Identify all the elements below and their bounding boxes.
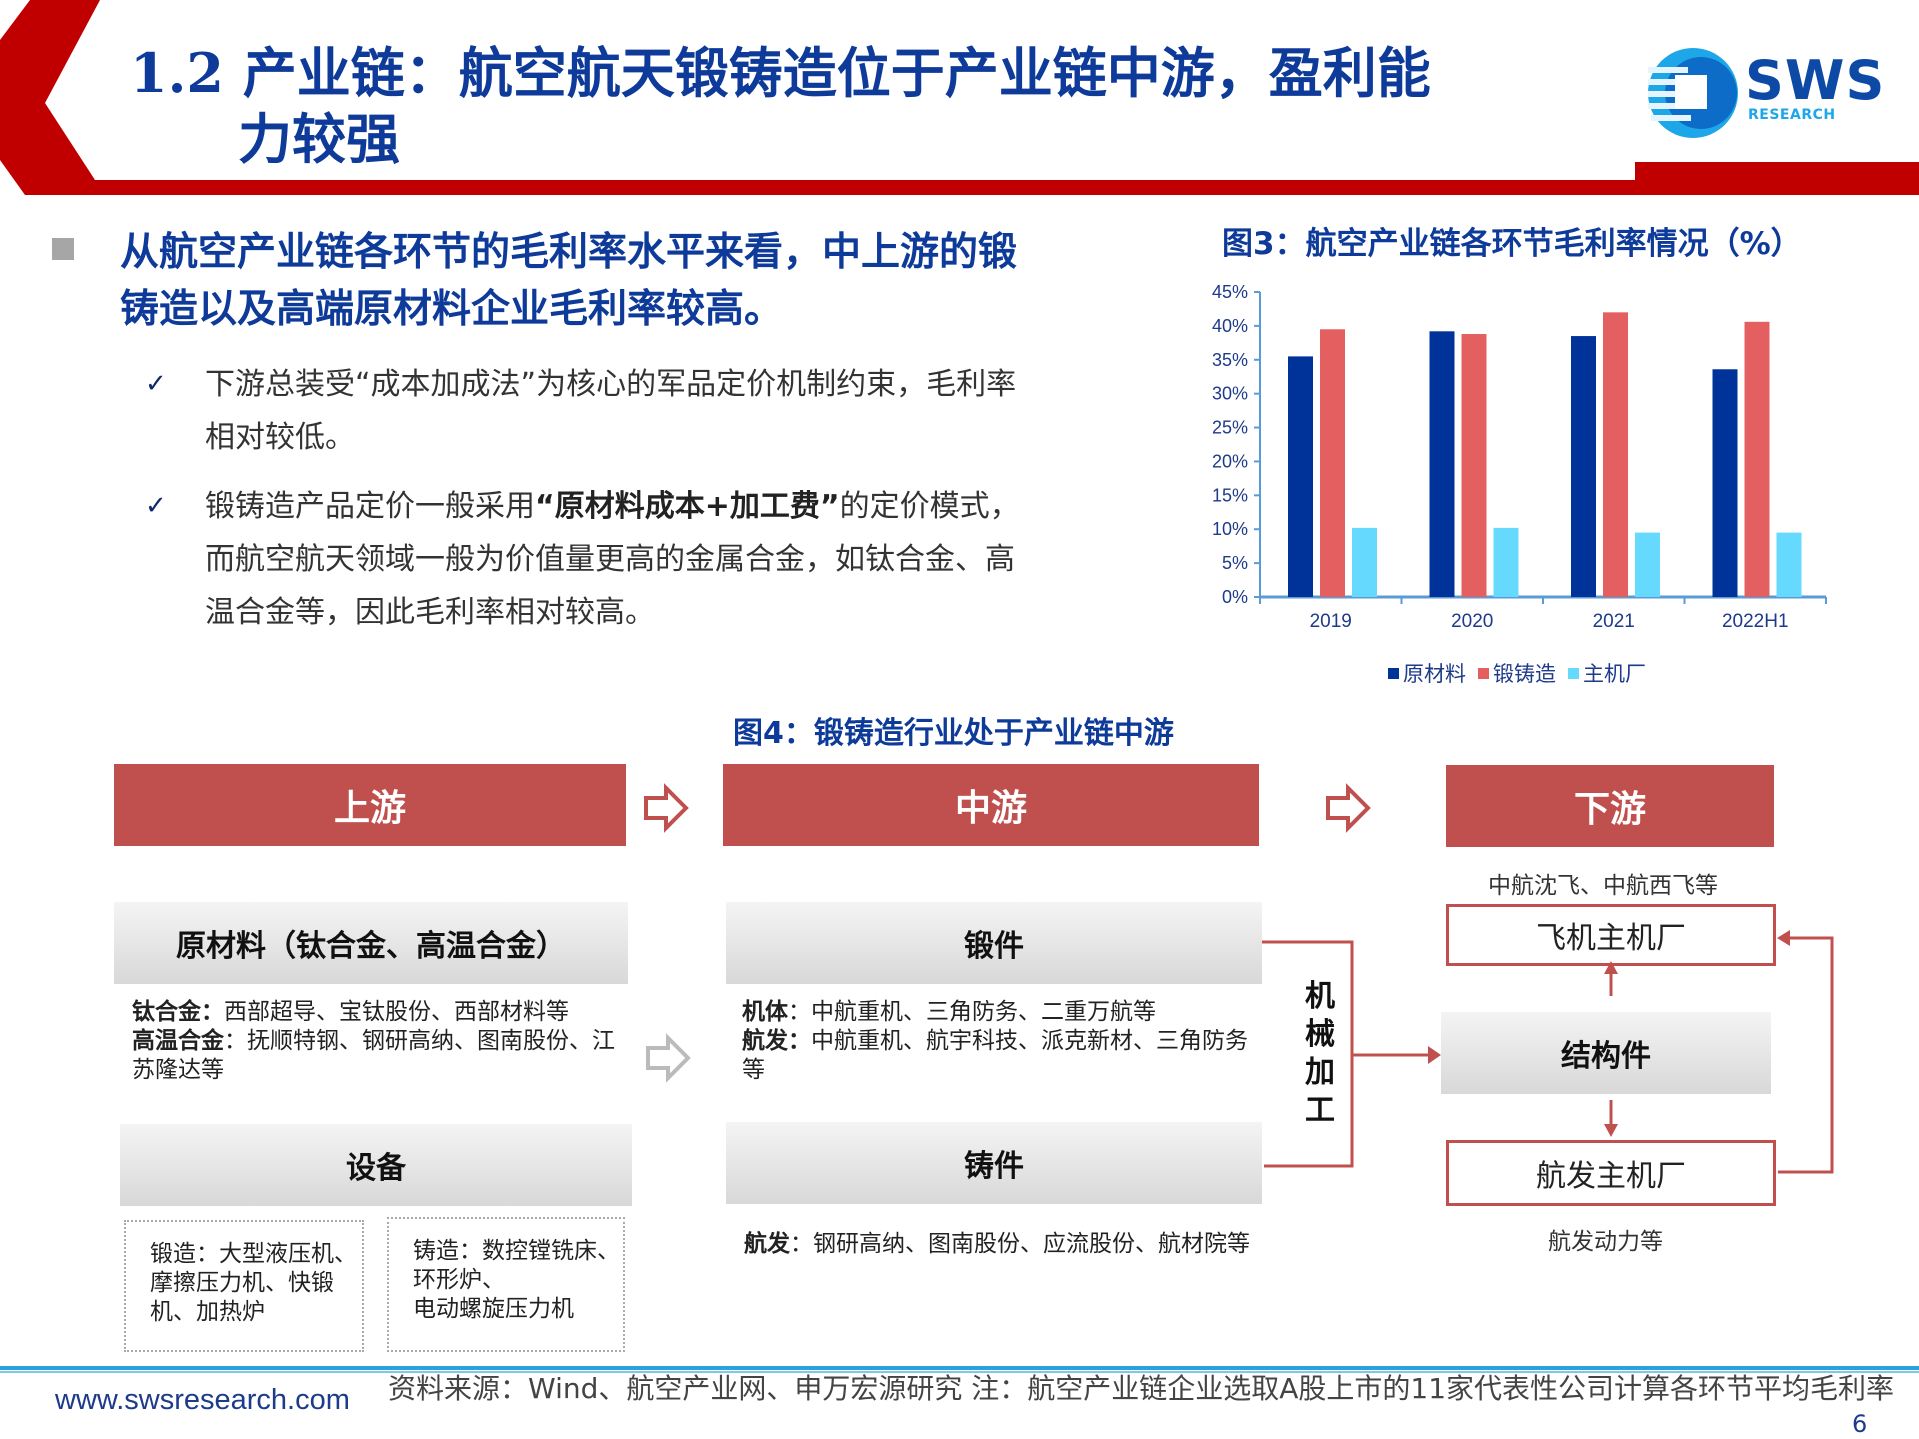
svg-text:2020: 2020: [1451, 611, 1493, 632]
arrow-right-icon: [1326, 783, 1371, 833]
footer-divider-thin: [0, 1371, 1919, 1373]
gross-margin-bar-chart: 0% 5% 10% 15% 20% 25% 30% 35% 40% 45% 2019 2020 2021…: [1212, 282, 1827, 632]
midstream-header: 中游: [723, 764, 1259, 846]
svg-text:0%: 0%: [1222, 587, 1248, 607]
svg-text:2022H1: 2022H1: [1722, 611, 1789, 632]
legend-label: 锻铸造: [1493, 662, 1556, 686]
casting-equipment-box: 铸造：数控镗铣床、 环形炉、 电动螺旋压力机: [387, 1217, 625, 1352]
legend-label: 原材料: [1403, 662, 1466, 686]
bar-锻铸造-2021: [1603, 312, 1628, 597]
svg-text:25%: 25%: [1212, 418, 1248, 438]
sws-research-logo: SWS RESEARCH: [1645, 45, 1895, 140]
page-title: 1.2 产业链：航空航天锻铸造位于产业链中游，盈利能 力较强: [130, 41, 1431, 171]
footer-divider: [0, 1366, 1919, 1370]
equipment-header: 设备: [120, 1124, 632, 1206]
bar-锻铸造-2022H1: [1744, 321, 1770, 597]
check-icon: ✓: [145, 491, 167, 521]
materials-description: 钛合金：西部超导、宝钛股份、西部材料等 高温合金：抚顺特钢、钢研高纳、图南股份、…: [132, 999, 615, 1083]
svg-text:15%: 15%: [1212, 485, 1248, 505]
svg-text:20%: 20%: [1212, 451, 1248, 471]
legend-item: 原材料: [1388, 658, 1466, 688]
chart-legend: 原材料 锻铸造 主机厂: [1388, 658, 1646, 688]
legend-swatch-icon: [1478, 667, 1489, 679]
arrow-right-icon: [644, 783, 689, 833]
castings-description: 航发：钢研高纳、图南股份、应流股份、航材院等: [744, 1231, 1250, 1257]
footer-website-link[interactable]: www.swsresearch.com: [55, 1384, 350, 1416]
structural-parts-header: 结构件: [1441, 1012, 1771, 1094]
svg-text:40%: 40%: [1212, 316, 1248, 336]
lead-statement: 从航空产业链各环节的毛利率水平来看，中上游的锻铸造以及高端原材料企业毛利率较高。: [120, 230, 1018, 332]
aircraft-oem-examples: 中航沈飞、中航西飞等: [1488, 873, 1718, 899]
castings-header: 铸件: [726, 1122, 1262, 1204]
machining-label: 机械加工: [1305, 979, 1335, 1128]
forgings-description: 机体：中航重机、三角防务、二重万航等 航发：中航重机、航宇科技、派克新材、三角防…: [742, 999, 1248, 1083]
legend-label: 主机厂: [1583, 662, 1646, 686]
materials-header: 原材料（钛合金、高温合金）: [114, 902, 628, 984]
legend-swatch-icon: [1568, 667, 1579, 679]
engine-oem-examples: 航发动力等: [1548, 1229, 1663, 1255]
svg-text:45%: 45%: [1212, 282, 1248, 302]
page-number: 6: [1852, 1410, 1868, 1438]
forging-equipment-box: 锻造：大型液压机、摩擦压力机、快锻机、加热炉: [124, 1220, 364, 1352]
engine-oem-box: 航发主机厂: [1446, 1140, 1776, 1206]
aircraft-oem-box: 飞机主机厂: [1446, 904, 1776, 966]
downstream-header: 下游: [1446, 765, 1774, 847]
upstream-header: 上游: [114, 764, 626, 846]
svg-text:30%: 30%: [1212, 384, 1248, 404]
bar-原材料-2021: [1571, 336, 1596, 597]
footer-source-note: 资料来源：Wind、航空产业网、申万宏源研究 注：航空产业链企业选取A股上市的1…: [388, 1372, 1895, 1405]
bar-主机厂-2020: [1493, 527, 1519, 597]
bar-原材料-2020: [1429, 331, 1455, 597]
legend-item: 锻铸造: [1478, 658, 1556, 688]
logo-globe-icon: [1648, 48, 1738, 138]
legend-swatch-icon: [1388, 667, 1399, 679]
header-decoration: [0, 0, 1919, 195]
svg-text:2019: 2019: [1310, 611, 1352, 632]
check-icon: ✓: [145, 369, 167, 399]
arrow-right-icon: [646, 1033, 691, 1083]
svg-text:5%: 5%: [1222, 553, 1248, 573]
svg-text:2021: 2021: [1593, 611, 1635, 632]
svg-text:10%: 10%: [1212, 519, 1248, 539]
figure4-title: 图4：锻铸造行业处于产业链中游: [733, 716, 1174, 751]
check-item: ✓ 锻铸造产品定价一般采用“原材料成本+加工费”的定价模式，而航空航天领域一般为…: [145, 480, 1025, 639]
bar-原材料-2019: [1288, 356, 1313, 597]
forgings-header: 锻件: [726, 902, 1262, 984]
bar-主机厂-2019: [1352, 527, 1377, 597]
bar-原材料-2022H1: [1712, 369, 1738, 597]
bar-锻铸造-2019: [1320, 329, 1345, 597]
check-item: ✓ 下游总装受“成本加成法”为核心的军品定价机制约束，毛利率相对较低。: [145, 358, 1025, 464]
legend-item: 主机厂: [1568, 658, 1646, 688]
bar-主机厂-2022H1: [1776, 532, 1802, 597]
chart-title: 图3：航空产业链各环节毛利率情况（%）: [1222, 226, 1802, 262]
bar-锻铸造-2020: [1461, 334, 1487, 597]
bar-主机厂-2021: [1635, 532, 1660, 597]
bullet-square-icon: [52, 238, 74, 260]
svg-text:35%: 35%: [1212, 350, 1248, 370]
